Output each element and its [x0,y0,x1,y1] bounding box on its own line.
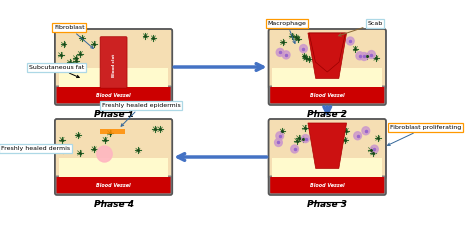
Text: Phase 1: Phase 1 [93,110,134,119]
FancyBboxPatch shape [56,86,171,104]
FancyBboxPatch shape [100,37,127,88]
Text: Blood Vessel: Blood Vessel [310,92,345,98]
Circle shape [362,127,370,135]
FancyBboxPatch shape [270,86,385,104]
Bar [59,158,168,177]
Text: Phase 3: Phase 3 [307,200,347,209]
FancyBboxPatch shape [56,176,171,194]
Circle shape [371,145,378,153]
Circle shape [301,135,310,143]
Circle shape [276,48,284,56]
FancyBboxPatch shape [270,176,385,194]
Circle shape [368,51,375,58]
Circle shape [354,132,362,140]
Text: Phase 2: Phase 2 [307,110,347,119]
Text: Macrophage: Macrophage [268,21,307,43]
Circle shape [274,138,283,146]
Circle shape [291,145,299,153]
Text: Blood clot: Blood clot [111,53,116,77]
Circle shape [283,51,290,59]
Polygon shape [308,33,346,79]
Circle shape [360,52,368,61]
Text: Scab: Scab [338,21,383,36]
FancyBboxPatch shape [55,29,172,89]
Circle shape [346,37,354,45]
Circle shape [300,45,307,53]
FancyBboxPatch shape [269,119,386,179]
Bar [273,68,382,87]
Text: Subcutaneous fat: Subcutaneous fat [29,65,84,78]
Text: Blood Vessel: Blood Vessel [310,182,345,188]
FancyBboxPatch shape [269,29,386,89]
Circle shape [276,132,283,140]
Text: Blood Vessel: Blood Vessel [96,92,131,98]
Text: Freshly healed epidermis: Freshly healed epidermis [102,103,181,126]
Text: Phase 4: Phase 4 [93,200,134,209]
Polygon shape [308,123,346,169]
Text: Fibroblast proliferating: Fibroblast proliferating [388,125,461,145]
Circle shape [97,146,112,162]
Text: Fibroblast: Fibroblast [54,25,93,48]
Text: Freshly healed dermis: Freshly healed dermis [1,146,70,153]
Text: Blood Vessel: Blood Vessel [96,182,131,188]
Circle shape [356,52,364,60]
Bar [273,158,382,177]
FancyBboxPatch shape [55,119,172,179]
Polygon shape [309,33,346,72]
Bar [100,129,125,134]
Bar [59,68,168,87]
